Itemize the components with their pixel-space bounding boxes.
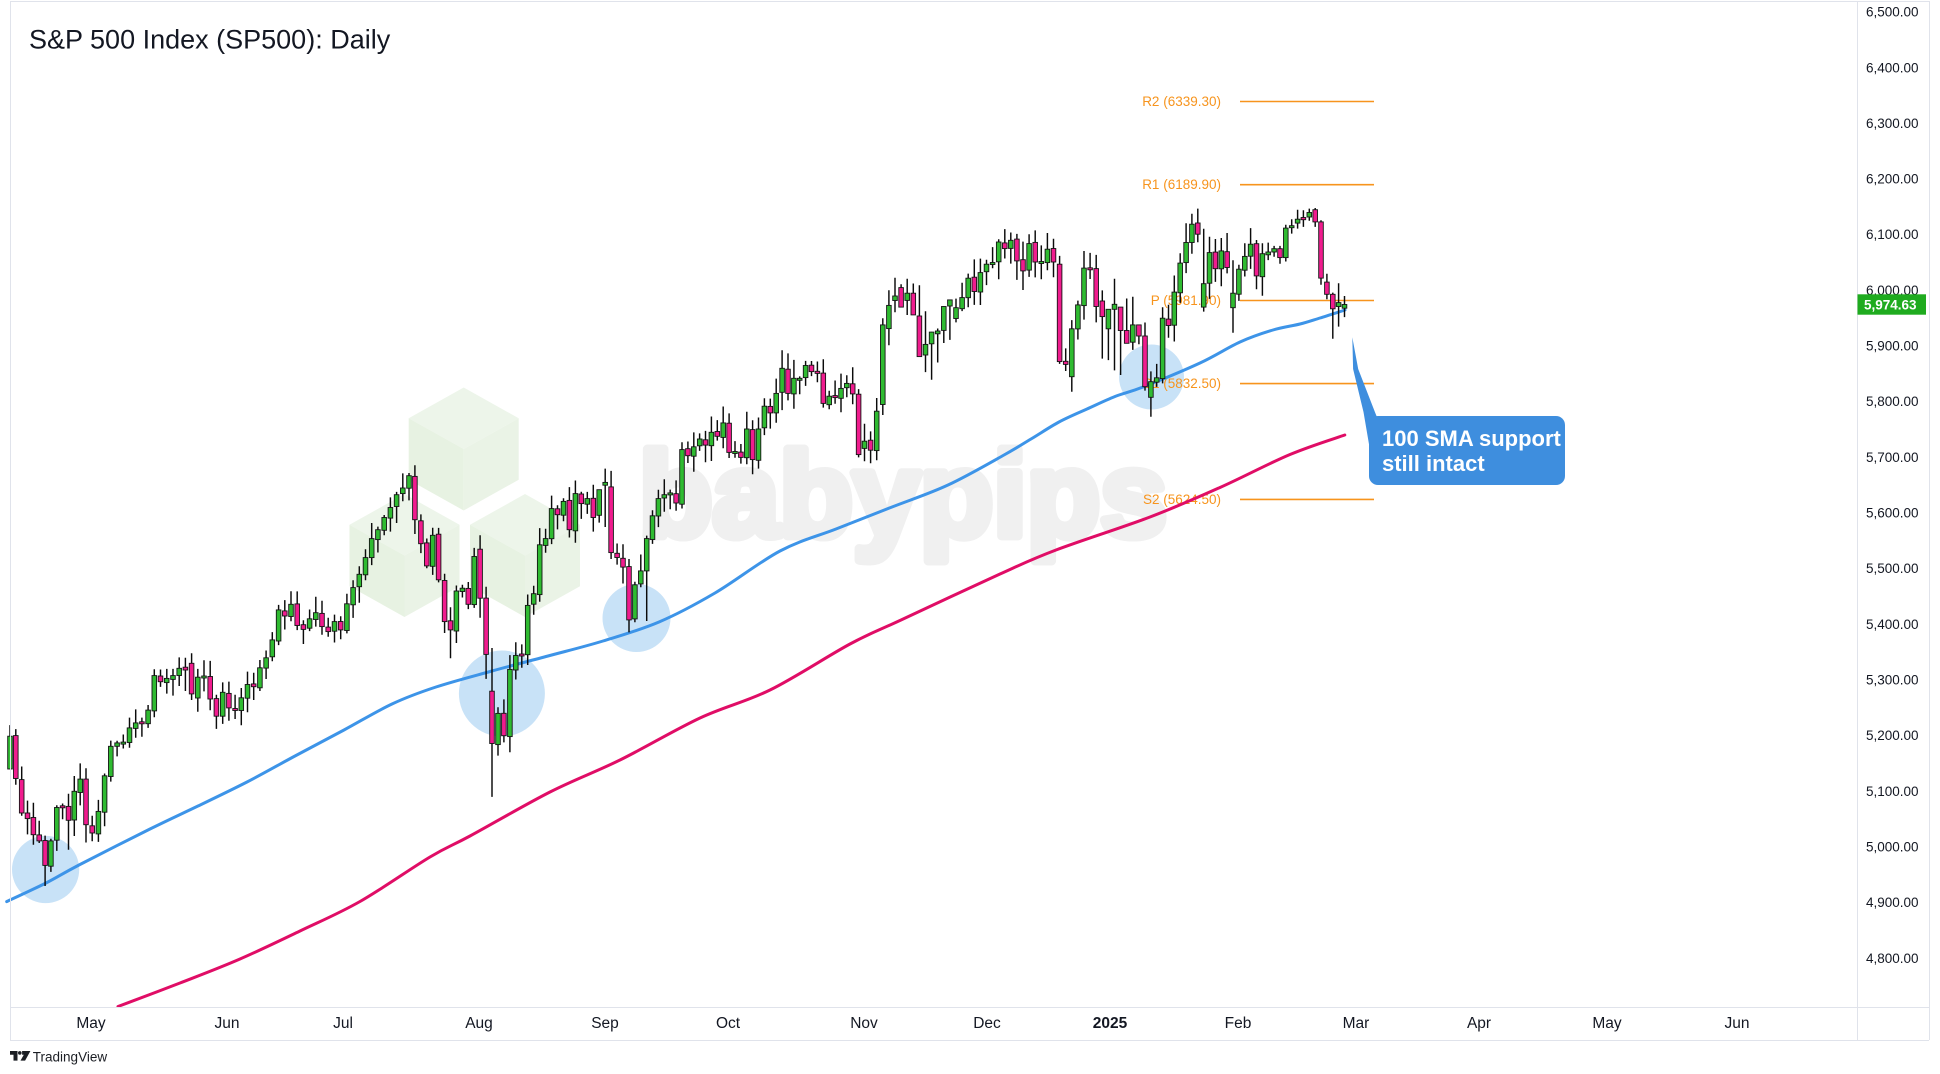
svg-text:5,000.00: 5,000.00 [1866,840,1919,855]
svg-text:May: May [1592,1015,1622,1032]
svg-text:5,500.00: 5,500.00 [1866,561,1919,576]
svg-text:still intact: still intact [1382,451,1485,476]
svg-text:5,974.63: 5,974.63 [1864,297,1917,312]
svg-text:5,700.00: 5,700.00 [1866,450,1919,465]
svg-text:5,600.00: 5,600.00 [1866,506,1919,521]
svg-text:5,200.00: 5,200.00 [1866,728,1919,743]
svg-text:6,300.00: 6,300.00 [1866,116,1919,131]
svg-text:4,800.00: 4,800.00 [1866,951,1919,966]
svg-text:6,200.00: 6,200.00 [1866,172,1919,187]
svg-text:6,000.00: 6,000.00 [1866,283,1919,298]
svg-text:100 SMA support: 100 SMA support [1382,426,1562,451]
svg-text:babypips: babypips [639,428,1167,562]
svg-text:Jun: Jun [215,1015,240,1032]
svg-text:5,400.00: 5,400.00 [1866,617,1919,632]
svg-text:Sep: Sep [591,1015,619,1032]
svg-text:Oct: Oct [716,1015,741,1032]
svg-text:5,300.00: 5,300.00 [1866,673,1919,688]
svg-text:S&P 500 Index (SP500): Daily: S&P 500 Index (SP500): Daily [29,25,391,55]
svg-text:4,900.00: 4,900.00 [1866,895,1919,910]
svg-text:R2 (6339.30): R2 (6339.30) [1142,94,1221,109]
svg-text:6,100.00: 6,100.00 [1866,227,1919,242]
svg-text:P (5981.90): P (5981.90) [1151,293,1221,308]
svg-text:R1 (6189.90): R1 (6189.90) [1142,177,1221,192]
svg-text:Jun: Jun [1725,1015,1750,1032]
svg-text:5,900.00: 5,900.00 [1866,339,1919,354]
svg-text:Aug: Aug [465,1015,493,1032]
svg-text:5,100.00: 5,100.00 [1866,784,1919,799]
svg-text:Mar: Mar [1343,1015,1370,1032]
svg-text:Apr: Apr [1467,1015,1491,1032]
svg-text:6,400.00: 6,400.00 [1866,60,1919,75]
svg-text:May: May [76,1015,106,1032]
svg-text:Nov: Nov [850,1015,878,1032]
svg-text:Feb: Feb [1225,1015,1252,1032]
svg-text:Jul: Jul [333,1015,353,1032]
svg-text:5,800.00: 5,800.00 [1866,394,1919,409]
svg-text:6,500.00: 6,500.00 [1866,5,1919,20]
svg-text:TradingView: TradingView [33,1050,108,1065]
svg-text:Dec: Dec [973,1015,1001,1032]
svg-text:2025: 2025 [1093,1015,1128,1032]
